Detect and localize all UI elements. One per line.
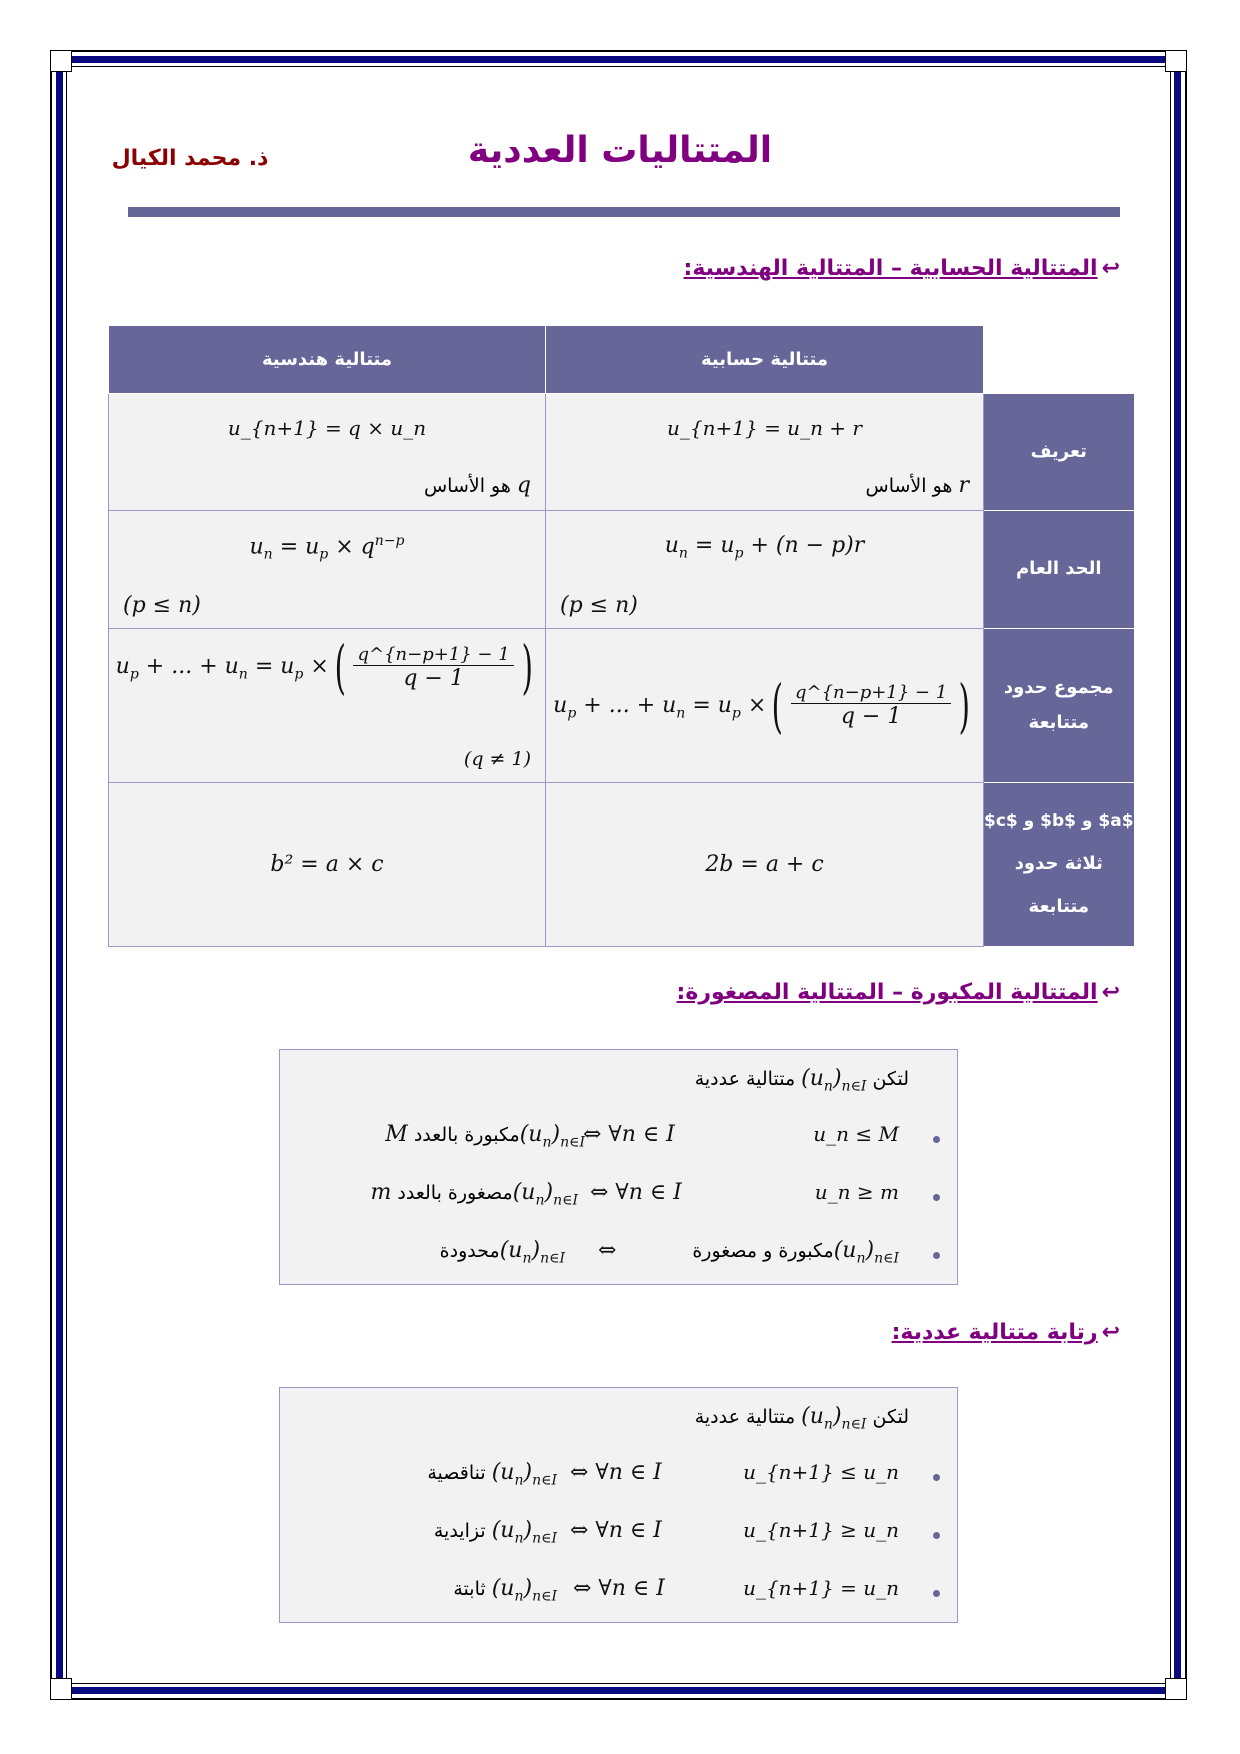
note: r هو الأساس <box>865 473 969 498</box>
bullet-icon <box>933 1474 940 1481</box>
note: (p ≤ n) <box>123 593 201 618</box>
statement: (un)n∈Iمكبورة بالعدد M <box>385 1122 585 1151</box>
sequences-table: متتالية هندسية متتالية حسابية u_{n+1} = … <box>108 325 1135 947</box>
formula: un = up × qn−p <box>249 533 405 563</box>
sum-prefix: up + ... + un = up × <box>553 692 767 721</box>
list-item: (un)n∈Iمكبورة و مصغورة ⇔ (un)n∈Iمحدودة <box>280 1238 957 1278</box>
bullet-icon <box>933 1590 940 1597</box>
formula: u_{n+1} = u_n + r <box>667 416 862 440</box>
section-heading-arith-geom: ↩المتتالية الحسابية – المتتالية الهندسية… <box>684 256 1120 281</box>
condition: u_n ≥ m <box>814 1180 899 1204</box>
title-divider <box>128 207 1120 217</box>
box-intro: لتكن (un)n∈I متتالية عددية <box>694 1404 909 1433</box>
cell-arith-definition: u_{n+1} = u_n + r r هو الأساس <box>545 393 984 511</box>
list-item: u_n ≥ m ⇔ ∀n ∈ I (un)n∈Iمصغورة بالعدد m <box>280 1180 957 1220</box>
note: (p ≤ n) <box>560 593 638 618</box>
row-label: $a$ و $b$ و $c$ ثلاثة حدود متتابعة <box>983 782 1135 947</box>
formula: 2b = a + c <box>705 852 824 877</box>
bullet-icon <box>933 1194 940 1201</box>
heading-text: المتتالية الحسابية – المتتالية الهندسية: <box>683 256 1098 281</box>
quantifier: ⇔ ∀n ∈ I <box>570 1518 662 1543</box>
label-line: $a$ و $b$ و $c$ <box>984 810 1134 831</box>
formula: u_{n+1} = q × u_n <box>227 416 427 440</box>
label-line: ثلاثة حدود <box>1014 852 1103 874</box>
sum-prefix: up + ... + un = up × <box>115 654 329 683</box>
row-label: مجموع حدود متتابعة <box>983 628 1135 783</box>
quantifier: ⇔ ∀n ∈ I <box>570 1460 662 1485</box>
cell-geom-general-term: un = up × qn−p (p ≤ n) <box>108 510 546 629</box>
section-heading-bounded: ↩المتتالية المكبورة – المتتالية المصغورة… <box>677 980 1120 1005</box>
heading-text: رتابة متتالية عددية: <box>891 1320 1098 1345</box>
list-item: u_{n+1} ≥ u_n ⇔ ∀n ∈ I (un)n∈I تزايدية <box>280 1518 957 1558</box>
row-label: تعريف <box>983 393 1135 511</box>
quantifier: ⇔ ∀n ∈ I <box>590 1180 682 1205</box>
bullet-icon <box>933 1136 940 1143</box>
denominator: q − 1 <box>840 704 902 729</box>
bullet-icon <box>933 1252 940 1259</box>
statement: (un)n∈Iمكبورة و مصغورة <box>692 1238 899 1267</box>
condition: u_{n+1} ≤ u_n <box>743 1460 899 1484</box>
page-frame <box>56 56 1181 1694</box>
bullet-icon <box>933 1532 940 1539</box>
header-geometric: متتالية هندسية <box>108 325 546 394</box>
statement: (un)n∈Iمصغورة بالعدد m <box>370 1180 579 1209</box>
frame-corner <box>1165 50 1187 72</box>
box-intro: لتكن (un)n∈I متتالية عددية <box>694 1066 909 1095</box>
statement: (un)n∈I تزايدية <box>433 1518 557 1547</box>
statement: (un)n∈Iمحدودة <box>439 1238 565 1267</box>
cell-geom-three-terms: b² = a × c <box>108 782 546 947</box>
condition: u_n ≤ M <box>813 1122 899 1146</box>
page-frame-inner <box>66 66 1171 1684</box>
quantifier: ⇔ ∀n ∈ I <box>573 1576 665 1601</box>
table-row-definition: u_{n+1} = q × u_n q هو الأساس u_{n+1} = … <box>108 393 1135 511</box>
denominator: q − 1 <box>403 665 464 691</box>
quantifier: ⇔ <box>598 1238 617 1263</box>
row-label: الحد العام <box>983 510 1135 629</box>
header-empty <box>983 325 1135 394</box>
monotony-box: لتكن (un)n∈I متتالية عددية u_{n+1} ≤ u_n… <box>279 1387 958 1623</box>
list-item: u_{n+1} = u_n ⇔ ∀n ∈ I (un)n∈I ثابتة <box>280 1576 957 1616</box>
statement: (un)n∈I ثابتة <box>453 1576 557 1605</box>
table-row-three-terms: b² = a × c 2b = a + c $a$ و $b$ و $c$ ثل… <box>108 782 1135 947</box>
return-arrow-icon: ↩ <box>1101 980 1120 1005</box>
frame-corner <box>50 50 72 72</box>
note: (q ≠ 1) <box>463 748 531 770</box>
section-heading-monotony: ↩رتابة متتالية عددية: <box>892 1320 1120 1345</box>
cell-arith-three-terms: 2b = a + c <box>545 782 984 947</box>
statement: (un)n∈I تناقصية <box>427 1460 557 1489</box>
list-item: u_n ≤ M ⇔ ∀n ∈ I (un)n∈Iمكبورة بالعدد M <box>280 1122 957 1162</box>
return-arrow-icon: ↩ <box>1101 1320 1120 1345</box>
condition: u_{n+1} ≥ u_n <box>743 1518 899 1542</box>
bounded-box: لتكن (un)n∈I متتالية عددية u_n ≤ M ⇔ ∀n … <box>279 1049 958 1285</box>
page-frame-outer <box>50 50 1187 1700</box>
cell-arith-general-term: un = up + (n − p)r (p ≤ n) <box>545 510 984 629</box>
label-line: متتابعة <box>1028 895 1089 917</box>
note: q هو الأساس <box>423 473 531 498</box>
cell-geom-definition: u_{n+1} = q × u_n q هو الأساس <box>108 393 546 511</box>
numerator: q^{n−p+1} − 1 <box>353 644 514 666</box>
quantifier: ⇔ ∀n ∈ I <box>583 1122 675 1147</box>
formula: un = up + (n − p)r <box>664 533 865 562</box>
author-name: ذ. محمد الكيال <box>111 146 269 171</box>
frame-corner <box>50 1678 72 1700</box>
frame-corner <box>1165 1678 1187 1700</box>
formula: b² = a × c <box>270 852 384 877</box>
page-title: المتتاليات العددية <box>467 130 773 171</box>
numerator: q^{n−p+1} − 1 <box>790 682 952 704</box>
list-item: u_{n+1} ≤ u_n ⇔ ∀n ∈ I (un)n∈I تناقصية <box>280 1460 957 1500</box>
return-arrow-icon: ↩ <box>1101 256 1120 281</box>
heading-text: المتتالية المكبورة – المتتالية المصغورة: <box>676 980 1098 1005</box>
table-row-general-term: un = up × qn−p (p ≤ n) un = up + (n − p)… <box>108 510 1135 629</box>
condition: u_{n+1} = u_n <box>743 1576 899 1600</box>
header-arithmetic: متتالية حسابية <box>545 325 984 394</box>
